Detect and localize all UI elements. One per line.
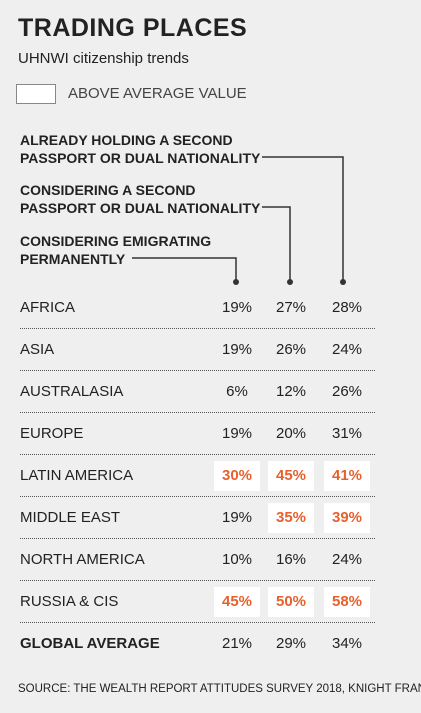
cell: 19% [221, 341, 253, 358]
cell: 30% [214, 461, 260, 491]
subtitle: UHNWI citizenship trends [18, 50, 189, 67]
cell: 24% [331, 551, 363, 568]
row-divider [20, 622, 375, 623]
header-line: PERMANENTLY [20, 251, 126, 267]
row-label: NORTH AMERICA [20, 551, 145, 568]
row-label: MIDDLE EAST [20, 509, 121, 526]
row-label: GLOBAL AVERAGE [20, 635, 160, 652]
cell: 6% [226, 383, 248, 400]
cell: 35% [268, 503, 314, 533]
cell: 24% [331, 341, 363, 358]
row-label: EUROPE [20, 425, 84, 442]
header-line: CONSIDERING EMIGRATING [20, 233, 212, 249]
legend-label: ABOVE AVERAGE VALUE [68, 85, 247, 102]
row-divider [20, 454, 375, 455]
connector-dot [340, 279, 346, 285]
cell: 21% [221, 635, 253, 652]
connector-dot [287, 279, 293, 285]
row-divider [20, 412, 375, 413]
column-header: CONSIDERING A SECOND PASSPORT OR DUAL NA… [20, 181, 260, 217]
row-divider [20, 580, 375, 581]
cell: 39% [324, 503, 370, 533]
cell: 28% [331, 299, 363, 316]
column-header: CONSIDERING EMIGRATING PERMANENTLY [20, 232, 211, 268]
cell: 16% [275, 551, 307, 568]
connector [132, 257, 237, 281]
row-label: LATIN AMERICA [20, 467, 134, 484]
row-divider [20, 370, 375, 371]
cell: 50% [268, 587, 314, 617]
cell: 20% [275, 425, 307, 442]
cell: 29% [275, 635, 307, 652]
row-label: RUSSIA & CIS [20, 593, 119, 610]
source: SOURCE: THE WEALTH REPORT ATTITUDES SURV… [18, 683, 421, 695]
header-line: PASSPORT OR DUAL NATIONALITY [20, 200, 261, 216]
cell: 34% [331, 635, 363, 652]
cell: 26% [275, 341, 307, 358]
row-label: ASIA [20, 341, 55, 358]
header-line: PASSPORT OR DUAL NATIONALITY [20, 150, 261, 166]
column-header: ALREADY HOLDING A SECOND PASSPORT OR DUA… [20, 131, 260, 167]
cell: 45% [268, 461, 314, 491]
cell: 19% [221, 299, 253, 316]
cell: 19% [221, 509, 253, 526]
cell: 10% [221, 551, 253, 568]
cell: 41% [324, 461, 370, 491]
row-divider [20, 328, 375, 329]
cell: 12% [275, 383, 307, 400]
cell: 27% [275, 299, 307, 316]
header-line: CONSIDERING A SECOND [20, 182, 196, 198]
legend-swatch [16, 84, 56, 104]
title: TRADING PLACES [18, 14, 248, 42]
connector [262, 156, 344, 281]
cell: 58% [324, 587, 370, 617]
row-divider [20, 538, 375, 539]
cell: 19% [221, 425, 253, 442]
cell: 26% [331, 383, 363, 400]
header-line: ALREADY HOLDING A SECOND [20, 132, 233, 148]
cell: 45% [214, 587, 260, 617]
row-label: AFRICA [20, 299, 76, 316]
cell: 31% [331, 425, 363, 442]
row-label: AUSTRALASIA [20, 383, 124, 400]
connector [262, 206, 291, 281]
row-divider [20, 496, 375, 497]
connector-dot [233, 279, 239, 285]
